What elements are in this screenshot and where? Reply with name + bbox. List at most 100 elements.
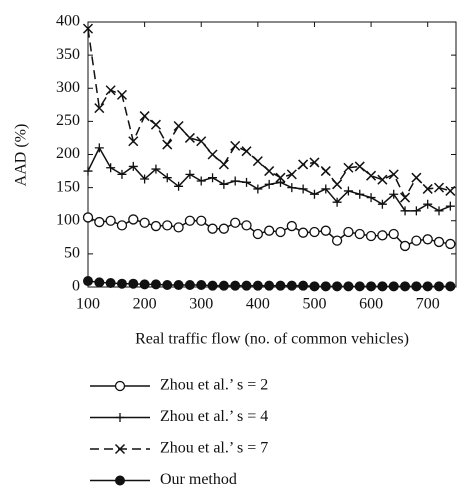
marker bbox=[82, 23, 94, 34]
marker bbox=[185, 169, 195, 179]
marker bbox=[388, 228, 399, 240]
marker bbox=[150, 220, 162, 232]
marker bbox=[400, 206, 410, 216]
marker bbox=[252, 156, 263, 167]
marker bbox=[207, 223, 218, 234]
y-tick-label: 200 bbox=[56, 145, 80, 162]
marker bbox=[117, 169, 127, 179]
marker bbox=[128, 278, 139, 289]
y-tick-label: 300 bbox=[56, 79, 80, 96]
marker bbox=[162, 280, 173, 291]
marker bbox=[139, 279, 150, 290]
y-tick-label: 250 bbox=[56, 112, 80, 129]
marker bbox=[116, 89, 127, 100]
marker bbox=[365, 230, 377, 242]
marker bbox=[320, 166, 331, 177]
marker bbox=[105, 215, 116, 226]
marker bbox=[230, 140, 241, 151]
x-tick-label: 400 bbox=[246, 296, 270, 313]
marker bbox=[445, 238, 456, 250]
marker bbox=[116, 278, 127, 289]
marker bbox=[366, 193, 376, 203]
marker bbox=[241, 280, 252, 291]
y-axis-label: AAD (%) bbox=[13, 124, 30, 187]
legend-marker bbox=[114, 443, 126, 455]
y-tick-label: 150 bbox=[56, 178, 80, 195]
marker bbox=[241, 220, 252, 231]
marker bbox=[105, 85, 116, 96]
marker bbox=[173, 120, 184, 132]
marker bbox=[377, 199, 387, 209]
legend-label: Zhou et al.’ s = 7 bbox=[160, 440, 268, 457]
marker bbox=[354, 228, 365, 240]
marker bbox=[354, 281, 365, 292]
marker bbox=[184, 215, 196, 226]
marker bbox=[218, 223, 230, 234]
marker bbox=[309, 226, 320, 238]
marker bbox=[354, 161, 365, 172]
marker bbox=[218, 159, 229, 170]
marker bbox=[434, 281, 445, 292]
marker bbox=[286, 169, 297, 180]
marker bbox=[184, 132, 195, 143]
marker bbox=[377, 281, 388, 292]
marker bbox=[151, 164, 161, 174]
marker bbox=[331, 235, 343, 246]
marker bbox=[150, 119, 161, 130]
marker bbox=[343, 162, 354, 173]
marker bbox=[343, 226, 354, 238]
legend-marker bbox=[115, 475, 125, 486]
marker bbox=[297, 227, 309, 238]
marker bbox=[252, 280, 263, 291]
marker bbox=[196, 136, 207, 147]
marker bbox=[423, 199, 433, 209]
marker bbox=[298, 159, 309, 170]
marker bbox=[320, 281, 331, 292]
marker bbox=[366, 170, 377, 181]
marker bbox=[83, 276, 93, 287]
marker bbox=[332, 197, 342, 207]
marker bbox=[286, 220, 297, 232]
marker bbox=[230, 280, 241, 291]
x-tick-label: 200 bbox=[133, 296, 157, 313]
marker bbox=[207, 280, 218, 291]
marker bbox=[275, 177, 285, 187]
marker bbox=[411, 206, 421, 216]
marker bbox=[219, 179, 229, 189]
marker bbox=[433, 236, 445, 248]
marker bbox=[139, 217, 150, 228]
marker bbox=[196, 280, 207, 291]
y-tick-label: 400 bbox=[56, 13, 80, 30]
marker bbox=[275, 226, 286, 238]
x-tick-label: 500 bbox=[302, 296, 326, 313]
marker bbox=[162, 139, 173, 150]
marker bbox=[253, 184, 263, 194]
marker bbox=[355, 189, 365, 199]
y-tick-label: 350 bbox=[56, 46, 80, 63]
marker bbox=[332, 179, 343, 190]
y-tick-label: 0 bbox=[72, 278, 80, 295]
marker bbox=[264, 166, 275, 177]
legend-label: Zhou et al.’ s = 2 bbox=[160, 377, 268, 394]
marker bbox=[298, 184, 308, 194]
marker bbox=[388, 281, 399, 292]
marker bbox=[411, 172, 422, 183]
marker bbox=[422, 281, 433, 292]
marker bbox=[433, 182, 445, 193]
marker bbox=[286, 280, 297, 291]
x-tick-label: 700 bbox=[416, 296, 440, 313]
y-tick-label: 100 bbox=[56, 211, 80, 228]
marker bbox=[128, 161, 138, 171]
marker bbox=[208, 173, 218, 183]
marker bbox=[400, 192, 411, 203]
marker bbox=[252, 228, 263, 240]
marker bbox=[82, 212, 94, 223]
marker bbox=[241, 146, 252, 157]
marker bbox=[321, 184, 331, 194]
marker bbox=[264, 179, 274, 189]
marker bbox=[309, 189, 319, 199]
marker bbox=[389, 189, 399, 199]
marker bbox=[150, 279, 161, 290]
marker bbox=[275, 172, 286, 183]
